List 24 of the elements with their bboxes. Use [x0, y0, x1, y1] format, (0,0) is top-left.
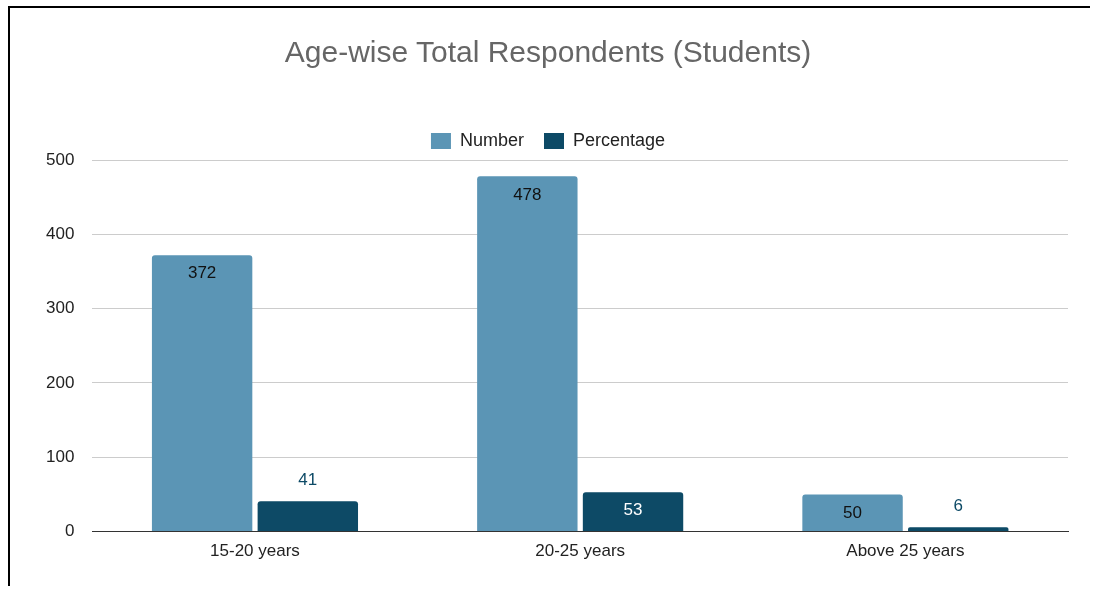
y-tick-label: 100 — [45, 446, 75, 466]
y-tick-label: 400 — [45, 224, 75, 244]
data-label: 41 — [298, 470, 318, 490]
legend-label: Percentage — [572, 129, 666, 150]
y-tick-label: 200 — [45, 372, 75, 392]
y-tick-label: 300 — [45, 298, 75, 318]
bar — [257, 501, 359, 532]
bar — [582, 492, 684, 532]
bar — [477, 176, 578, 532]
chart-title: Age-wise Total Respondents (Students) — [284, 35, 812, 69]
data-label: 478 — [513, 184, 542, 204]
bar — [908, 527, 1009, 532]
y-tick-label: 0 — [64, 521, 75, 541]
bar — [151, 255, 253, 532]
y-tick-label: 500 — [45, 149, 75, 169]
x-tick-label: Above 25 years — [846, 541, 965, 561]
legend-label: Number — [459, 129, 524, 150]
data-label: 6 — [953, 496, 963, 516]
x-tick-label: 15-20 years — [210, 541, 300, 561]
bar — [802, 494, 903, 532]
data-label: 372 — [187, 263, 217, 283]
data-label: 50 — [843, 502, 863, 522]
x-tick-label: 20-25 years — [535, 541, 626, 561]
data-label: 53 — [623, 500, 643, 520]
